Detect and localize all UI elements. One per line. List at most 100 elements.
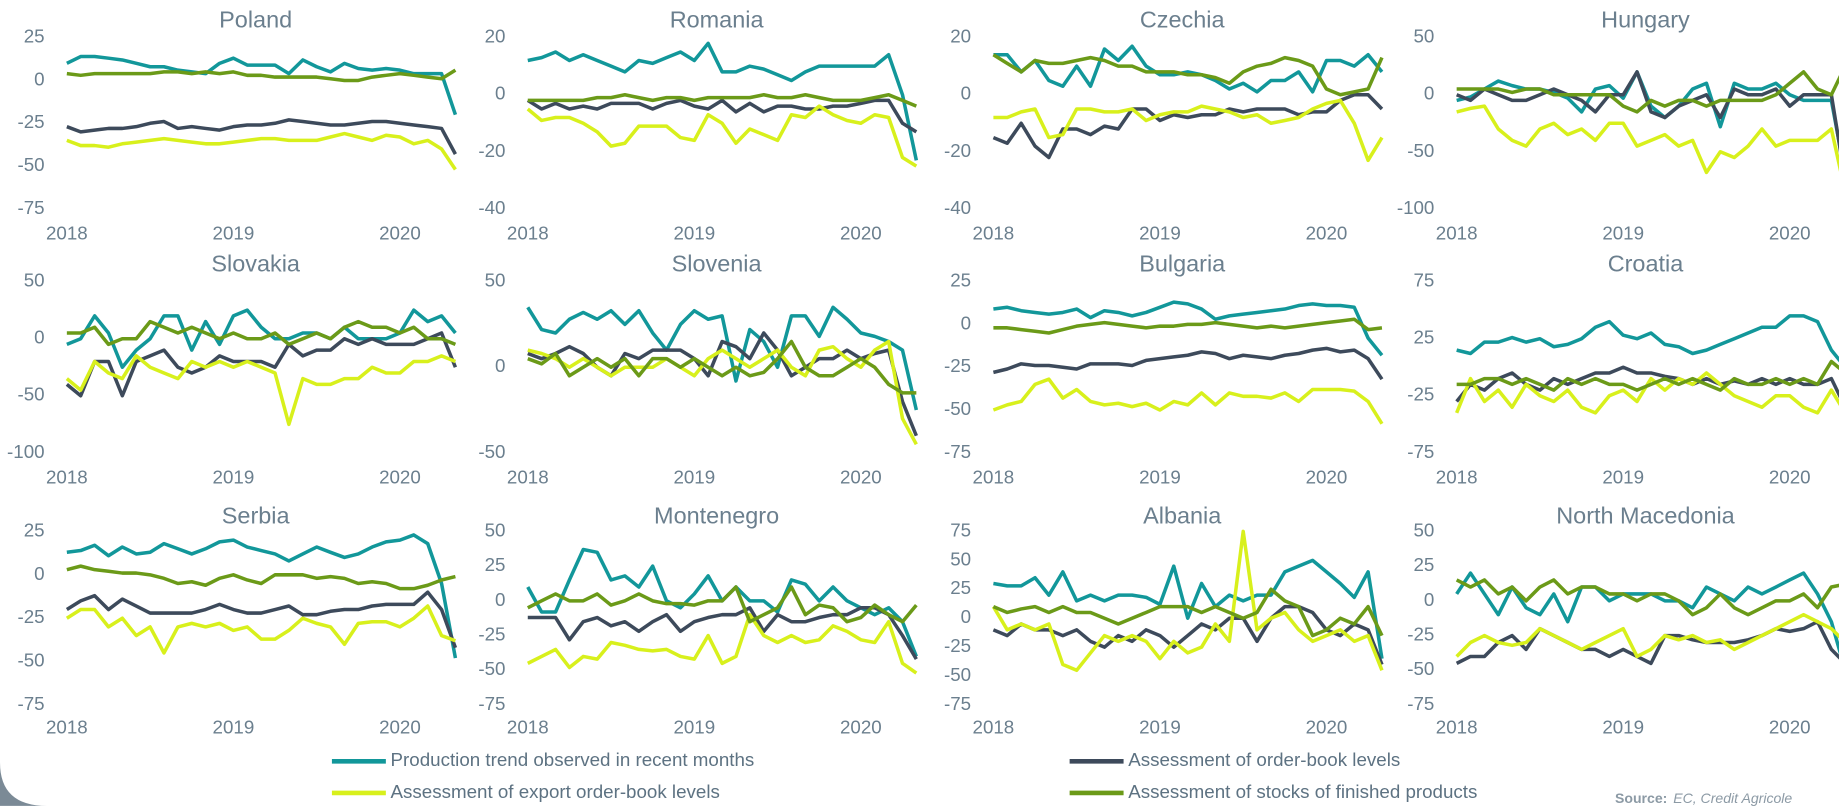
y-tick-label: 0 [34, 563, 44, 584]
series-line [993, 98, 1384, 163]
x-tick-label: 2018 [1436, 467, 1478, 488]
series-line [1456, 359, 1839, 392]
x-tick-label: 2020 [1769, 223, 1811, 244]
series-line [66, 564, 456, 591]
series-line [527, 93, 918, 108]
y-tick-label: 50 [24, 270, 45, 291]
y-tick-label: 25 [950, 270, 971, 291]
y-tick-label: 0 [961, 312, 971, 333]
series-line [993, 317, 1383, 335]
y-tick-label: 0 [1424, 83, 1434, 104]
series-line [993, 44, 1384, 94]
series-line [65, 354, 457, 427]
legend-label: Assessment of export order-book levels [391, 781, 720, 802]
x-tick-label: 2019 [1602, 223, 1644, 244]
x-tick-label: 2020 [379, 467, 421, 488]
y-tick-label: 50 [1414, 519, 1435, 540]
y-tick-label: 25 [1414, 554, 1435, 575]
y-tick-label: 0 [34, 327, 44, 348]
series-line [526, 104, 918, 168]
series-line [993, 558, 1384, 659]
x-tick-label: 2018 [46, 467, 88, 488]
y-tick-label: -75 [1407, 441, 1434, 462]
y-tick-label: -50 [478, 441, 505, 462]
y-tick-label: -75 [1407, 693, 1434, 714]
series-line [992, 377, 1384, 425]
series-line [1455, 371, 1839, 415]
panel-lines [526, 305, 919, 446]
x-tick-label: 2019 [1139, 223, 1181, 244]
source: Source: EC, Credit Agricole [1615, 790, 1792, 806]
panel-title: Serbia [222, 503, 291, 529]
panel-title: Albania [1143, 503, 1222, 529]
panel-lines [526, 41, 919, 168]
series-line [992, 93, 1384, 160]
series-line [527, 339, 918, 446]
series-line [1455, 70, 1839, 153]
y-tick-label: -100 [7, 441, 45, 462]
panel-title: Poland [219, 6, 292, 32]
y-tick-label: 20 [950, 26, 971, 47]
y-tick-label: 50 [950, 548, 971, 569]
series-line [993, 300, 1384, 357]
y-tick-label: -50 [1407, 140, 1434, 161]
y-tick-label: -20 [944, 140, 971, 161]
y-tick-label: 25 [24, 519, 45, 540]
series-line [992, 346, 1384, 381]
series-line [65, 331, 458, 398]
y-tick-label: -100 [1397, 197, 1435, 218]
series-line [526, 585, 918, 624]
x-tick-label: 2020 [1306, 467, 1348, 488]
x-tick-label: 2018 [507, 223, 549, 244]
panel-lines [991, 529, 1384, 673]
y-tick-label: -25 [944, 355, 971, 376]
y-tick-label: -50 [17, 650, 44, 671]
y-tick-label: -75 [478, 693, 505, 714]
y-tick-label: 25 [1414, 327, 1435, 348]
source-label: Source: [1615, 790, 1667, 806]
panel-title: Romania [670, 6, 765, 32]
x-tick-label: 2020 [379, 716, 421, 737]
series-line [526, 547, 918, 658]
series-line [526, 305, 919, 411]
panel-title: Croatia [1608, 250, 1685, 276]
x-tick-label: 2018 [46, 716, 88, 737]
series-line [66, 533, 458, 659]
series-line [1456, 314, 1839, 363]
x-tick-label: 2020 [1769, 467, 1811, 488]
y-tick-label: 50 [485, 270, 506, 291]
series-line [527, 339, 917, 395]
series-line [1455, 612, 1839, 659]
panel-title: Slovakia [211, 250, 301, 276]
panel-lines [992, 300, 1384, 425]
panel-lines [1455, 70, 1839, 175]
series-line [1456, 104, 1839, 175]
panel-title: Slovenia [672, 250, 763, 276]
y-tick-label: 75 [950, 519, 971, 540]
y-tick-label: 25 [950, 577, 971, 598]
x-tick-label: 2020 [840, 223, 882, 244]
y-tick-label: -50 [1407, 658, 1434, 679]
y-tick-label: -50 [944, 664, 971, 685]
y-tick-label: 0 [1424, 589, 1434, 610]
y-tick-label: -75 [944, 441, 971, 462]
y-tick-label: 0 [961, 83, 971, 104]
series-line [66, 118, 457, 155]
y-tick-label: 0 [495, 589, 505, 610]
x-tick-label: 2018 [507, 467, 549, 488]
x-tick-label: 2019 [213, 716, 255, 737]
series-line [992, 587, 1384, 638]
series-line [992, 604, 1384, 666]
y-tick-label: -75 [17, 693, 44, 714]
x-tick-label: 2018 [973, 223, 1015, 244]
x-tick-label: 2018 [1436, 716, 1478, 737]
legend-label: Assessment of stocks of finished product… [1128, 781, 1477, 802]
x-tick-label: 2020 [379, 223, 421, 244]
x-tick-label: 2020 [1306, 716, 1348, 737]
x-tick-label: 2019 [673, 223, 715, 244]
y-tick-label: 25 [24, 26, 45, 47]
legend-label: Production trend observed in recent mont… [391, 749, 755, 770]
y-tick-label: 0 [495, 83, 505, 104]
x-tick-label: 2019 [213, 223, 255, 244]
